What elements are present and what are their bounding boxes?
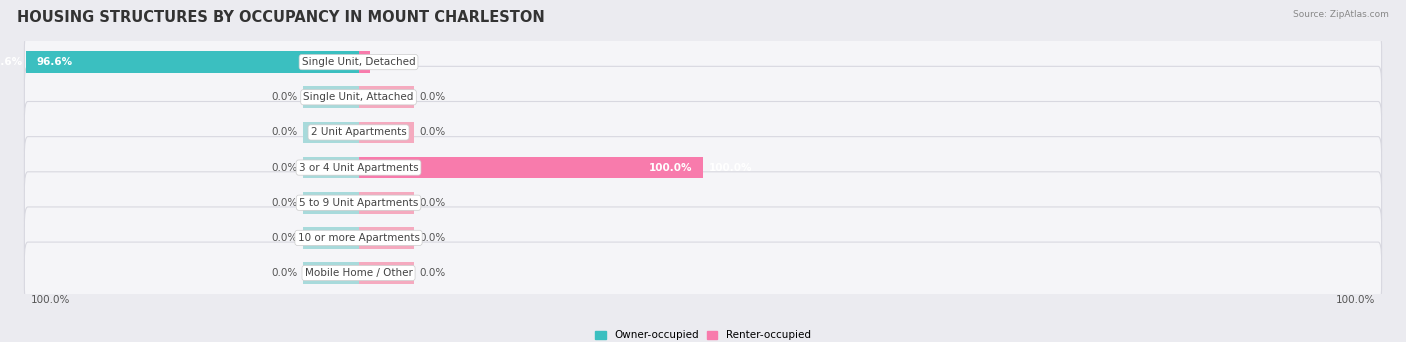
FancyBboxPatch shape <box>24 172 1382 234</box>
Bar <box>304 227 359 249</box>
FancyBboxPatch shape <box>24 31 1382 93</box>
Text: 0.0%: 0.0% <box>419 128 446 137</box>
Text: HOUSING STRUCTURES BY OCCUPANCY IN MOUNT CHARLESTON: HOUSING STRUCTURES BY OCCUPANCY IN MOUNT… <box>17 10 544 25</box>
Bar <box>25 51 359 73</box>
Text: 0.0%: 0.0% <box>419 268 446 278</box>
Bar <box>359 192 413 214</box>
Text: 2 Unit Apartments: 2 Unit Apartments <box>311 128 406 137</box>
Bar <box>304 87 359 108</box>
Text: Source: ZipAtlas.com: Source: ZipAtlas.com <box>1294 10 1389 19</box>
Bar <box>359 121 413 143</box>
FancyBboxPatch shape <box>24 242 1382 304</box>
Text: 0.0%: 0.0% <box>271 162 298 173</box>
Text: 100.0%: 100.0% <box>31 295 70 305</box>
Text: Single Unit, Attached: Single Unit, Attached <box>304 92 413 102</box>
Text: 0.0%: 0.0% <box>419 92 446 102</box>
Text: 3.4%: 3.4% <box>330 57 360 67</box>
Bar <box>359 87 413 108</box>
Text: 100.0%: 100.0% <box>1336 295 1375 305</box>
FancyBboxPatch shape <box>24 207 1382 269</box>
Bar <box>304 192 359 214</box>
Bar <box>304 262 359 284</box>
Bar <box>359 157 703 179</box>
Text: 0.0%: 0.0% <box>271 198 298 208</box>
FancyBboxPatch shape <box>24 102 1382 163</box>
Text: 100.0%: 100.0% <box>709 162 752 173</box>
Legend: Owner-occupied, Renter-occupied: Owner-occupied, Renter-occupied <box>591 326 815 342</box>
Text: 0.0%: 0.0% <box>419 233 446 243</box>
Text: 100.0%: 100.0% <box>650 162 693 173</box>
Text: Single Unit, Detached: Single Unit, Detached <box>302 57 415 67</box>
Bar <box>359 227 413 249</box>
Text: 3 or 4 Unit Apartments: 3 or 4 Unit Apartments <box>298 162 419 173</box>
Text: 10 or more Apartments: 10 or more Apartments <box>298 233 419 243</box>
Bar <box>304 157 359 179</box>
Text: 3.4%: 3.4% <box>375 57 405 67</box>
Text: 96.6%: 96.6% <box>37 57 72 67</box>
Text: 5 to 9 Unit Apartments: 5 to 9 Unit Apartments <box>299 198 418 208</box>
Text: 0.0%: 0.0% <box>271 268 298 278</box>
Text: 0.0%: 0.0% <box>271 92 298 102</box>
Text: 0.0%: 0.0% <box>271 128 298 137</box>
FancyBboxPatch shape <box>24 66 1382 128</box>
Text: 0.0%: 0.0% <box>419 198 446 208</box>
Text: Mobile Home / Other: Mobile Home / Other <box>305 268 412 278</box>
Bar <box>359 262 413 284</box>
Bar <box>304 121 359 143</box>
Text: 0.0%: 0.0% <box>271 233 298 243</box>
FancyBboxPatch shape <box>24 137 1382 198</box>
Text: 96.6%: 96.6% <box>0 57 22 67</box>
Bar <box>359 51 370 73</box>
